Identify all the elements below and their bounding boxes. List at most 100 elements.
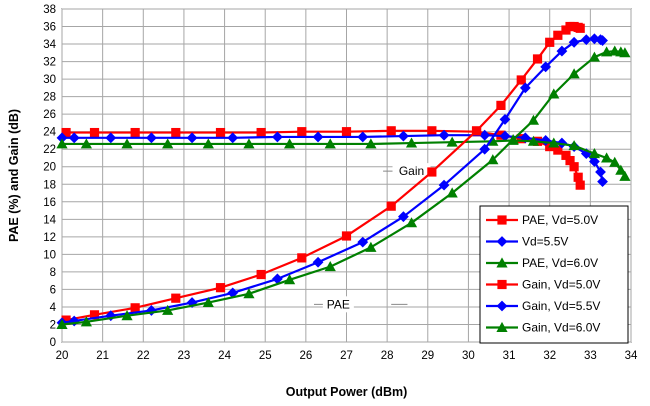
data-point xyxy=(398,130,409,142)
data-point xyxy=(256,269,266,280)
x-tick-label: 25 xyxy=(259,350,272,362)
data-point xyxy=(553,30,563,40)
data-point xyxy=(202,138,214,149)
data-point xyxy=(471,126,482,136)
data-point xyxy=(601,46,613,57)
y-tick-label: 6 xyxy=(50,284,56,296)
y-tick-label: 28 xyxy=(43,92,56,104)
data-point xyxy=(186,132,198,144)
data-point xyxy=(386,201,396,211)
data-point xyxy=(446,136,458,147)
y-tick-label: 4 xyxy=(50,302,57,314)
y-tick-label: 24 xyxy=(43,127,56,139)
data-point xyxy=(105,132,117,144)
data-point xyxy=(284,274,296,285)
data-point xyxy=(89,310,100,320)
data-point xyxy=(312,256,324,268)
data-point xyxy=(341,231,352,241)
legend: PAE, Vd=5.0V Vd=5.5V PAE, Vd=6.0V Gain, Vd=… xyxy=(479,205,629,344)
x-tick-label: 28 xyxy=(381,350,394,362)
x-tick-labels: 20 21 22 23 24 25 26 27 28 29 30 31 32 33 34 xyxy=(56,350,638,362)
data-point xyxy=(527,114,540,125)
x-tick-label: 30 xyxy=(462,350,475,362)
data-point xyxy=(297,127,307,137)
data-point xyxy=(357,131,369,143)
y-tick-label: 22 xyxy=(43,144,56,156)
data-point xyxy=(556,45,568,57)
x-tick-label: 21 xyxy=(96,350,109,362)
data-point xyxy=(272,273,283,285)
data-point xyxy=(324,261,336,272)
x-tick-label: 26 xyxy=(299,350,312,362)
data-point xyxy=(405,137,418,148)
data-point xyxy=(527,135,540,146)
data-point xyxy=(601,152,613,163)
data-point xyxy=(80,138,92,149)
x-tick-label: 32 xyxy=(543,350,556,362)
x-tick-label: 20 xyxy=(56,350,69,362)
y-tick-label: 18 xyxy=(43,179,56,191)
data-point xyxy=(121,138,133,149)
data-point xyxy=(121,310,133,321)
data-point xyxy=(499,114,511,125)
data-point xyxy=(575,180,585,190)
data-point xyxy=(56,318,68,329)
data-point xyxy=(365,138,377,149)
y-tick-label: 38 xyxy=(43,4,56,16)
legend-marker xyxy=(496,321,508,332)
data-point xyxy=(130,127,140,138)
data-point xyxy=(243,288,255,299)
data-point xyxy=(272,131,283,143)
legend-marker xyxy=(496,236,508,247)
data-point xyxy=(532,54,543,64)
data-point xyxy=(297,253,307,263)
data-point xyxy=(615,164,627,175)
data-point xyxy=(438,129,450,141)
data-point xyxy=(312,131,324,143)
data-point xyxy=(575,23,585,33)
annotations: Gain PAE xyxy=(313,163,436,313)
data-point xyxy=(573,172,583,182)
data-point xyxy=(341,127,352,137)
legend-label: Vd=5.5V xyxy=(522,235,568,249)
data-point xyxy=(405,217,418,228)
data-point xyxy=(227,132,239,144)
data-point xyxy=(609,156,621,167)
data-point xyxy=(565,156,575,166)
data-point xyxy=(597,35,608,46)
x-tick-label: 31 xyxy=(503,350,516,362)
data-point xyxy=(386,126,396,136)
data-point xyxy=(438,179,450,191)
data-point xyxy=(507,133,519,145)
x-tick-label: 27 xyxy=(340,350,353,362)
data-point xyxy=(171,293,181,303)
data-point xyxy=(569,162,579,172)
annotation-label: PAE xyxy=(327,297,350,311)
data-point xyxy=(284,138,296,149)
y-tick-label: 10 xyxy=(43,249,56,261)
data-point xyxy=(619,47,631,58)
data-point xyxy=(89,127,100,138)
legend-marker xyxy=(496,300,508,312)
data-point xyxy=(324,138,336,149)
legend-label: Gain, Vd=5.0V xyxy=(522,278,600,292)
data-point xyxy=(540,61,552,73)
data-point xyxy=(597,176,608,188)
legend-marker xyxy=(497,279,507,290)
data-point xyxy=(162,304,174,315)
data-point xyxy=(427,167,437,177)
data-point xyxy=(243,138,255,149)
data-point xyxy=(499,130,511,142)
data-point xyxy=(146,132,157,144)
data-point xyxy=(479,129,491,141)
y-tick-label: 8 xyxy=(50,267,56,279)
data-point xyxy=(553,145,563,155)
data-point xyxy=(588,51,601,62)
data-point xyxy=(427,126,437,136)
data-point xyxy=(580,34,592,46)
data-point xyxy=(479,143,491,155)
y-tick-label: 34 xyxy=(43,39,56,51)
